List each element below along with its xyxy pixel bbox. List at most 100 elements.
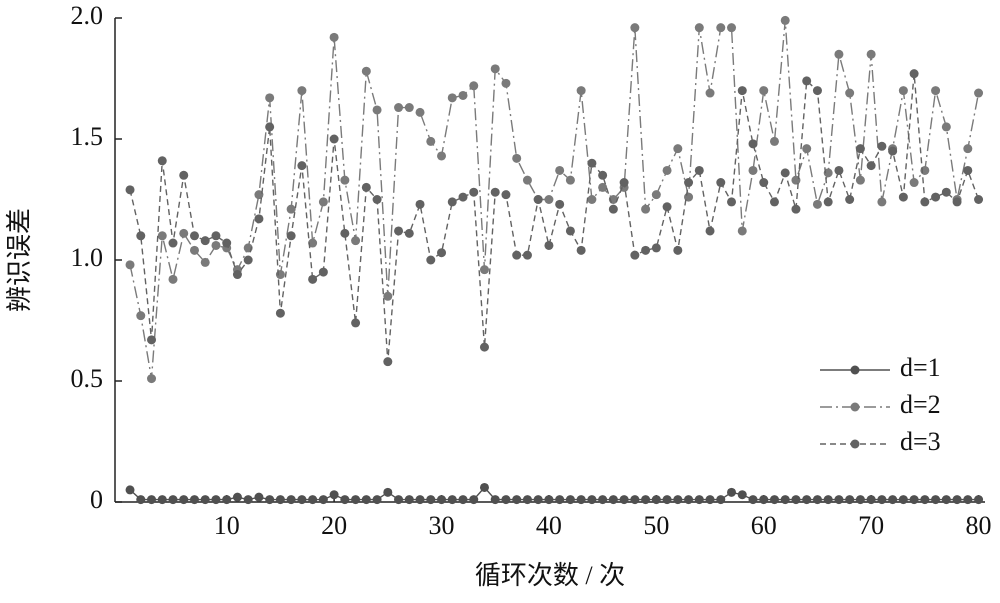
data-point bbox=[802, 495, 812, 505]
data-point bbox=[243, 495, 253, 505]
data-point bbox=[136, 311, 146, 321]
y-tick-label: 0 bbox=[90, 485, 103, 514]
data-point bbox=[769, 136, 779, 146]
data-point bbox=[855, 175, 865, 185]
data-point bbox=[415, 495, 425, 505]
data-point bbox=[963, 495, 973, 505]
data-point bbox=[963, 144, 973, 154]
data-point bbox=[501, 190, 511, 200]
data-point bbox=[898, 495, 908, 505]
data-point bbox=[458, 90, 468, 100]
data-point bbox=[909, 69, 919, 79]
data-point bbox=[308, 495, 318, 505]
data-point bbox=[501, 495, 511, 505]
data-point bbox=[222, 495, 232, 505]
data-point bbox=[812, 86, 822, 96]
data-point bbox=[759, 178, 769, 188]
legend-label: d=2 bbox=[900, 390, 941, 419]
x-tick-label: 40 bbox=[536, 511, 562, 540]
data-point bbox=[157, 495, 167, 505]
data-point bbox=[834, 165, 844, 175]
data-point bbox=[340, 228, 350, 238]
data-point bbox=[834, 49, 844, 59]
data-point bbox=[737, 226, 747, 236]
data-point bbox=[265, 93, 275, 103]
data-point bbox=[941, 187, 951, 197]
x-tick-label: 70 bbox=[858, 511, 884, 540]
data-point bbox=[351, 236, 361, 246]
data-point bbox=[651, 190, 661, 200]
data-point bbox=[544, 240, 554, 250]
data-point bbox=[318, 495, 328, 505]
x-tick-label: 50 bbox=[643, 511, 669, 540]
data-point bbox=[329, 490, 339, 500]
data-point bbox=[974, 495, 984, 505]
data-point bbox=[802, 144, 812, 154]
data-point bbox=[211, 231, 221, 241]
data-point bbox=[888, 495, 898, 505]
data-point bbox=[522, 495, 532, 505]
data-point bbox=[791, 204, 801, 214]
data-point bbox=[147, 335, 157, 345]
data-point bbox=[651, 495, 661, 505]
data-point bbox=[469, 81, 479, 91]
data-point bbox=[469, 495, 479, 505]
data-point bbox=[222, 238, 232, 248]
data-point bbox=[931, 86, 941, 96]
data-point bbox=[769, 495, 779, 505]
data-point bbox=[587, 495, 597, 505]
data-point bbox=[490, 64, 500, 74]
x-tick-label: 10 bbox=[214, 511, 240, 540]
data-point bbox=[254, 214, 264, 224]
data-point bbox=[490, 495, 500, 505]
data-point bbox=[211, 240, 221, 250]
data-point bbox=[941, 495, 951, 505]
data-point bbox=[673, 495, 683, 505]
data-point bbox=[705, 226, 715, 236]
data-point bbox=[265, 495, 275, 505]
data-point bbox=[168, 274, 178, 284]
data-point bbox=[608, 204, 618, 214]
data-point bbox=[125, 260, 135, 270]
data-point bbox=[383, 487, 393, 497]
data-point bbox=[641, 204, 651, 214]
data-point bbox=[866, 495, 876, 505]
series-line bbox=[129, 73, 980, 362]
data-point bbox=[243, 255, 253, 265]
data-point bbox=[727, 197, 737, 207]
data-point bbox=[361, 66, 371, 76]
data-point bbox=[254, 190, 264, 200]
data-point bbox=[974, 195, 984, 204]
data-point bbox=[598, 495, 608, 505]
data-point bbox=[351, 495, 361, 505]
data-point bbox=[662, 202, 672, 212]
data-point bbox=[748, 495, 758, 505]
data-point bbox=[179, 495, 189, 505]
data-point bbox=[737, 86, 747, 96]
data-point bbox=[189, 495, 199, 505]
data-point bbox=[318, 267, 328, 277]
data-point bbox=[147, 495, 157, 505]
data-point bbox=[394, 226, 404, 236]
data-point bbox=[802, 76, 812, 86]
data-point bbox=[265, 122, 275, 132]
data-point bbox=[823, 495, 833, 505]
data-point bbox=[512, 153, 522, 163]
data-point bbox=[931, 495, 941, 505]
data-point bbox=[823, 197, 833, 207]
data-point bbox=[845, 495, 855, 505]
data-point bbox=[866, 49, 876, 59]
data-point bbox=[769, 197, 779, 207]
data-point bbox=[522, 250, 532, 260]
data-point bbox=[920, 495, 930, 505]
data-point bbox=[533, 195, 543, 204]
data-point bbox=[179, 228, 189, 238]
data-point bbox=[694, 495, 704, 505]
data-point bbox=[662, 495, 672, 505]
data-point bbox=[544, 195, 554, 204]
data-point bbox=[845, 88, 855, 98]
data-point bbox=[372, 105, 382, 115]
data-point bbox=[684, 495, 694, 505]
